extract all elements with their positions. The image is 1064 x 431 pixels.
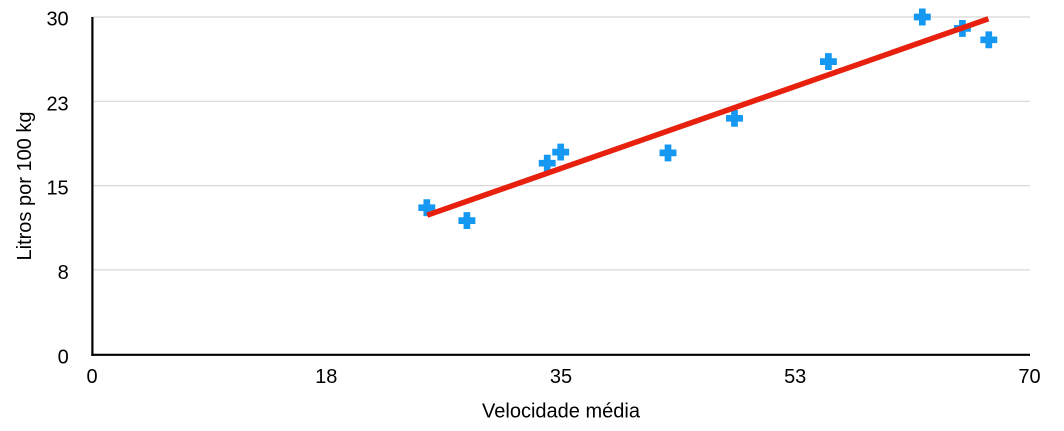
svg-text:Litros por 100 kg: Litros por 100 kg xyxy=(14,112,36,261)
svg-text:0: 0 xyxy=(86,366,97,388)
svg-text:15: 15 xyxy=(46,178,68,200)
svg-text:0: 0 xyxy=(58,347,69,369)
svg-text:8: 8 xyxy=(58,262,69,284)
svg-text:30: 30 xyxy=(46,9,68,31)
svg-text:Velocidade média: Velocidade média xyxy=(482,401,641,423)
svg-text:18: 18 xyxy=(315,366,337,388)
svg-text:23: 23 xyxy=(46,93,68,115)
svg-text:70: 70 xyxy=(1018,366,1040,388)
svg-text:35: 35 xyxy=(550,366,572,388)
svg-text:53: 53 xyxy=(784,366,806,388)
